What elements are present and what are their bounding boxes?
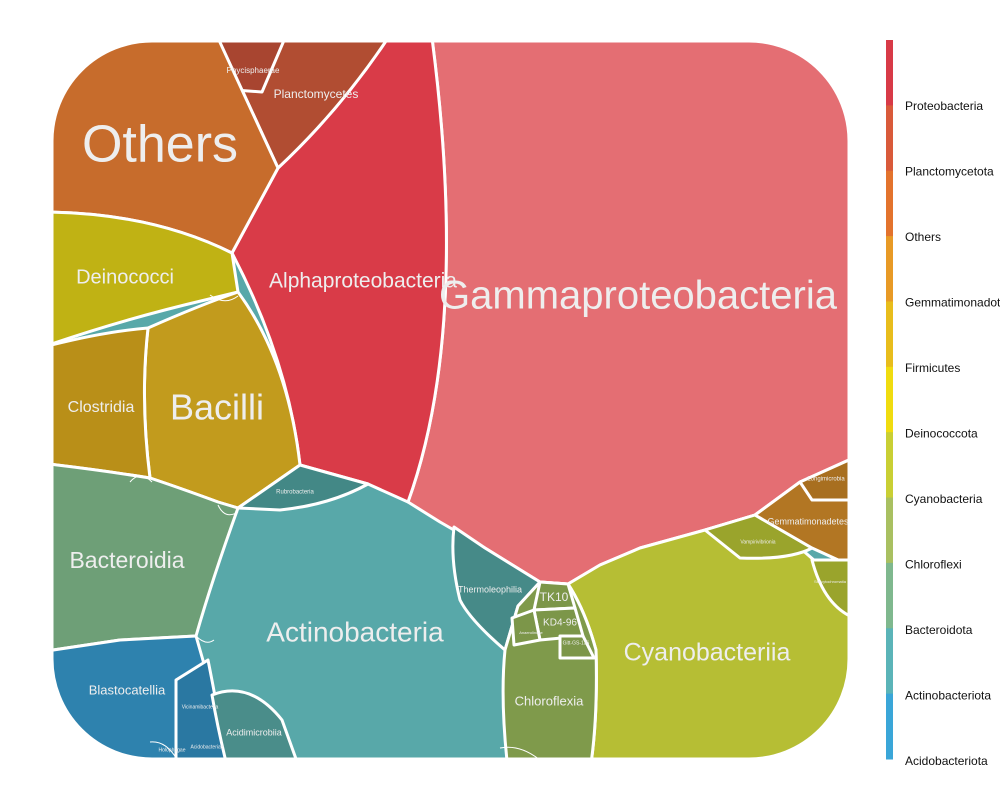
label-vicinamibacteria: Vicinamibacteria <box>182 704 219 710</box>
label-gammaproteobacteria: Gammaproteobacteria <box>439 274 838 318</box>
label-deinococci: Deinococci <box>76 266 174 288</box>
legend-label-firmicutes: Firmicutes <box>905 361 960 375</box>
label-thermoleophilia: Thermoleophilia <box>458 584 522 594</box>
legend-label-cyanobacteria: Cyanobacteria <box>905 492 983 506</box>
label-clostridia: Clostridia <box>68 399 135 416</box>
legend-swatch-cyanobacteria <box>886 432 893 499</box>
cell-bacteroidia <box>52 461 240 654</box>
legend-label-others: Others <box>905 230 941 244</box>
legend-swatch-bacteroidota <box>886 562 893 629</box>
legend-label-planctomycetota: Planctomycetota <box>905 165 994 179</box>
legend-swatch-gemmatimonadota <box>886 236 893 302</box>
label-tk10: TK10 <box>540 590 569 604</box>
phylum-legend: Proteobacteria Planctomycetota Others Gemma… <box>886 40 1000 768</box>
label-chloroflexia: Chloroflexia <box>515 693 584 708</box>
label-actinobacteria: Actinobacteria <box>266 616 444 647</box>
legend-label-deinococcota: Deinococcota <box>905 427 978 441</box>
label-alphaproteobacteria: Alphaproteobacteria <box>269 270 457 293</box>
label-vampirivibrionia: Vampirivibrionia <box>740 539 775 545</box>
label-others: Others <box>82 116 238 174</box>
legend-swatch-firmicutes <box>886 301 893 368</box>
label-gitt-gs-136: Gitt-GS-136 <box>563 640 590 646</box>
legend-label-proteobacteria: Proteobacteria <box>905 99 983 113</box>
legend-swatch-deinococcota <box>886 366 893 433</box>
cell-acidimicrobiia <box>210 689 302 759</box>
cell-rubrobacteria <box>236 463 370 512</box>
legend-swatch-chloroflexi <box>886 497 893 564</box>
label-planctomycetes: Planctomycetes <box>274 87 359 101</box>
label-bacteroidia: Bacteroidia <box>69 547 184 573</box>
label-gemmatimonadetes: Gemmatimonadetes <box>767 516 849 526</box>
label-bacilli: Bacilli <box>170 387 264 428</box>
label-kd4-96: KD4-96 <box>543 618 577 629</box>
label-acidimicrobiia: Acidimicrobiia <box>226 727 282 737</box>
label-longimicrobia: Longimicrobia <box>807 477 845 483</box>
label-sericytochromatia: Sericytochromatia <box>814 579 847 584</box>
cell-labels: Gammaproteobacteria Alphaproteobacteria … <box>68 66 849 753</box>
label-acidobacteriae: Acidobacteriae <box>190 744 223 750</box>
label-cyanobacteriia: Cyanobacteriia <box>624 639 791 667</box>
legend-label-actinobacteriota: Actinobacteriota <box>905 689 991 703</box>
label-phycisphaerae: Phycisphaerae <box>227 66 280 75</box>
legend-swatch-acidobacteriota <box>886 693 893 760</box>
cell-gitt-gs-136 <box>558 634 596 660</box>
legend-swatch-actinobacteriota <box>886 628 893 695</box>
label-anaerolineae: Anaerolineae <box>519 630 543 635</box>
label-blastocatellia: Blastocatellia <box>89 682 166 697</box>
legend-label-acidobacteriota: Acidobacteriota <box>905 754 988 768</box>
legend-swatch-planctomycetota <box>886 105 893 172</box>
legend-label-bacteroidota: Bacteroidota <box>905 623 973 637</box>
label-holophagae: Holophagae <box>159 747 186 753</box>
legend-label-gemmatimonadota: Gemmatimonadota <box>905 296 1000 310</box>
label-rubrobacteria: Rubrobacteria <box>276 490 314 496</box>
cell-longimicrobia <box>798 453 849 502</box>
treemap-cells <box>52 41 849 759</box>
legend-label-chloroflexi: Chloroflexi <box>905 558 962 572</box>
legend-swatch-others <box>886 170 893 237</box>
legend-swatch-proteobacteria <box>886 40 893 106</box>
cell-anaerolineae <box>510 608 542 647</box>
